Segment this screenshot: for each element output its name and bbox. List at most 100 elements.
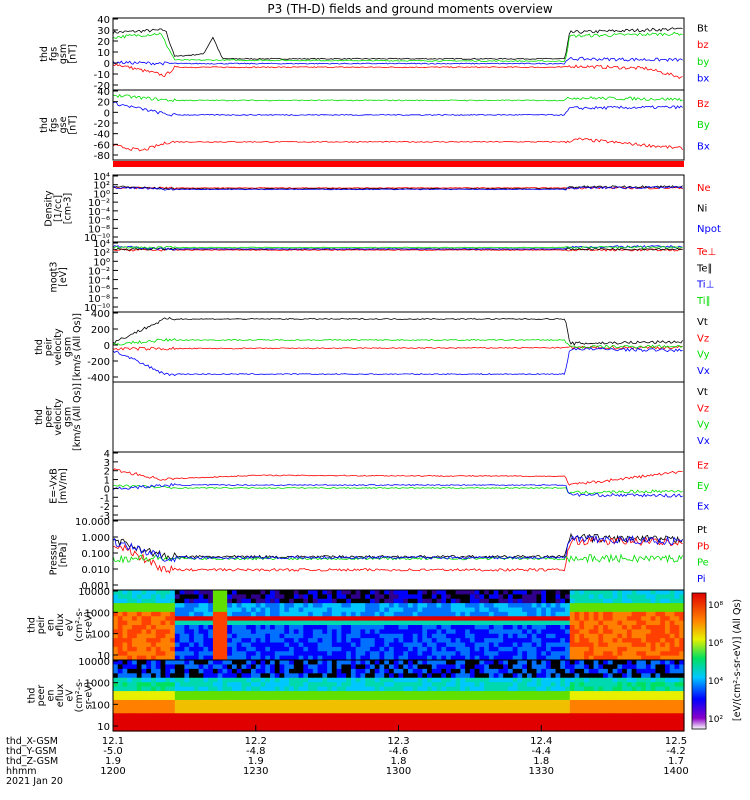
spectrogram-cell (317, 704, 323, 710)
spectrogram-cell (117, 633, 124, 639)
series-line-Pi (112, 534, 683, 563)
spectrogram-cell (412, 633, 419, 639)
spectrogram-cell (603, 603, 609, 609)
spectrogram-cell (179, 686, 185, 692)
spectrogram-cell (398, 642, 404, 648)
spectrogram-cell (598, 677, 604, 683)
spectrogram-cell (631, 713, 638, 719)
spectrogram-cell (236, 708, 243, 714)
spectrogram-cell (146, 616, 152, 622)
spectrogram-cell (151, 598, 157, 604)
spectrogram-cell (465, 660, 471, 666)
spectrogram-cell (289, 625, 295, 630)
spectrogram-cell (208, 633, 214, 639)
spectrogram-cell (388, 607, 395, 613)
spectrogram-cell (151, 625, 157, 630)
spectrogram-cell (127, 708, 133, 714)
spectrogram-cell (498, 708, 504, 714)
spectrogram-cell (165, 646, 171, 652)
spectrogram-cell (626, 603, 633, 609)
spectrogram-cell (569, 655, 576, 661)
spectrogram-cell (636, 598, 642, 604)
spectrogram-cell (322, 704, 328, 710)
spectrogram-cell (174, 726, 181, 732)
spectrogram-cell (236, 651, 243, 657)
spectrogram-cell (555, 603, 561, 609)
spectrogram-cell (298, 629, 304, 635)
spectrogram-cell (212, 673, 219, 679)
spectrogram-cell (388, 625, 395, 630)
spectrogram-cell (669, 695, 676, 701)
spectrogram-cell (303, 699, 309, 705)
spectrogram-cell (465, 722, 471, 728)
spectrogram-cell (379, 638, 385, 644)
spectrogram-cell (493, 611, 500, 617)
spectrogram-cell (641, 708, 647, 714)
spectrogram-cell (455, 594, 461, 600)
spectrogram-cell (355, 646, 362, 652)
spectrogram-cell (664, 691, 671, 697)
spectrogram-cell (450, 682, 457, 688)
spectrogram-cell (455, 655, 461, 661)
spectrogram-cell (584, 607, 590, 613)
spectrogram-cell (436, 704, 442, 710)
spectrogram-cell (512, 629, 519, 635)
spectrogram-cell (113, 629, 119, 635)
spectrogram-cell (460, 590, 466, 595)
spectrogram-cell (117, 625, 124, 630)
spectrogram-cell (141, 594, 147, 600)
spectrogram-cell (160, 642, 166, 648)
spectrogram-cell (379, 673, 385, 679)
spectrogram-cell (155, 668, 162, 674)
spectrogram-cell (507, 664, 514, 670)
spectrogram-cell (189, 616, 195, 622)
spectrogram-cell (565, 713, 571, 719)
spectrogram-cell (331, 642, 338, 648)
spectrogram-cell (455, 668, 461, 674)
spectrogram-cell (645, 708, 652, 714)
spectrogram-cell (679, 655, 685, 661)
spectrogram-cell (255, 713, 262, 719)
spectrogram-cell (579, 607, 585, 613)
spectrogram-cell (346, 616, 352, 622)
spectrogram-cell (641, 616, 647, 622)
spectrogram-cell (279, 598, 285, 604)
spectrogram-cell (469, 673, 476, 679)
spectrogram-cell (117, 651, 124, 657)
spectrogram-cell (198, 722, 205, 728)
spectrogram-cell (550, 704, 557, 710)
spectrogram-cell (203, 677, 209, 683)
spectrogram-cell (412, 651, 419, 657)
spectrogram-cell (141, 717, 147, 723)
spectrogram-cell (450, 638, 457, 644)
spectrogram-cell (569, 642, 576, 648)
spectrogram-cell (541, 620, 547, 626)
y-tick-label: 10 (97, 722, 110, 733)
spectrogram-cell (579, 717, 585, 723)
spectrogram-cell (317, 682, 323, 688)
spectrogram-cell (270, 638, 276, 644)
spectrogram-cell (208, 660, 214, 666)
spectrogram-cell (403, 708, 409, 714)
spectrogram-cell (327, 629, 333, 635)
spectrogram-cell (484, 655, 490, 661)
spectrogram-cell (365, 629, 371, 635)
spectrogram-cell (631, 691, 638, 697)
spectrogram-cell (255, 651, 262, 657)
spectrogram-cell (536, 668, 542, 674)
spectrogram-cell (308, 594, 314, 600)
spectrogram-cell (255, 633, 262, 639)
y-tick-label: 1.000 (81, 533, 110, 544)
spectrogram-cell (417, 726, 423, 732)
spectrogram-cell (650, 691, 657, 697)
spectrogram-cell (312, 633, 319, 639)
spectrogram-cell (165, 590, 171, 595)
spectrogram-cell (679, 699, 685, 705)
spectrogram-cell (132, 704, 138, 710)
spectrogram-cell (203, 686, 209, 692)
spectrogram-cell (512, 598, 519, 604)
spectrogram-cell (155, 590, 162, 595)
spectrogram-cell (293, 594, 300, 600)
spectrogram-cell (584, 660, 590, 666)
spectrogram-cell (493, 677, 500, 683)
